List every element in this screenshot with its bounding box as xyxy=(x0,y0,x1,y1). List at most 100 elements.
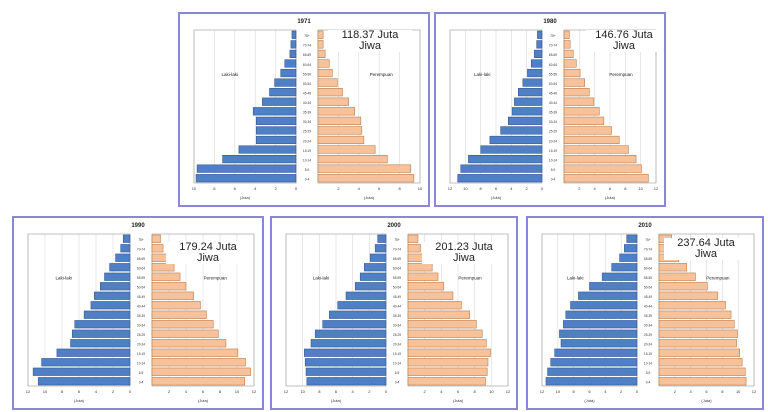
age-group-label: 50-54 xyxy=(644,286,652,290)
x-tick-label: 10 xyxy=(235,389,240,394)
female-bar xyxy=(151,272,181,281)
female-bar xyxy=(658,291,718,300)
male-bar xyxy=(537,30,543,39)
age-group-label: 25-29 xyxy=(549,130,557,134)
age-group-label: 45-49 xyxy=(549,91,557,95)
pyramid-chart-1971: 1971 0-4 5-9 10-14 15-19 20-24 25-29 30-34 35-39… xyxy=(192,19,423,200)
male-bar xyxy=(534,49,543,58)
age-group-label: 10-14 xyxy=(393,362,401,366)
female-bar xyxy=(151,329,219,338)
male-bar xyxy=(611,263,638,272)
x-tick-label: 8 xyxy=(213,186,216,191)
x-tick-label: 0 xyxy=(295,186,298,191)
male-bar xyxy=(517,88,543,97)
female-bar xyxy=(151,234,161,243)
total-population-line1: 237.64 Juta xyxy=(677,237,735,249)
female-bar xyxy=(563,164,642,173)
male-bar xyxy=(354,282,387,291)
x-tick-label: 6 xyxy=(378,186,381,191)
age-group-label: 65-69 xyxy=(137,257,145,261)
total-population-line2: Jiwa xyxy=(358,40,381,52)
female-plot-frame xyxy=(151,233,255,387)
age-group-label: 10-14 xyxy=(137,362,145,366)
female-bar xyxy=(151,244,164,253)
female-bar xyxy=(658,329,738,338)
age-group-label: 65-69 xyxy=(303,53,311,57)
x-tick-label: 4 xyxy=(510,186,513,191)
age-group-label: 30-34 xyxy=(137,324,145,328)
age-group-label: 25-29 xyxy=(644,333,652,337)
total-population-label: 179.24 Juta Jiwa xyxy=(166,242,250,264)
female-bar xyxy=(563,97,595,106)
female-bar xyxy=(658,367,746,376)
male-bar xyxy=(104,272,131,281)
age-group-label: 40-44 xyxy=(549,101,557,105)
female-bar xyxy=(563,59,577,68)
male-bar xyxy=(624,244,638,253)
x-tick-label: 10 xyxy=(43,389,48,394)
age-group-label: 20-24 xyxy=(393,343,401,347)
female-bar xyxy=(317,164,412,173)
male-bar xyxy=(305,367,387,376)
female-bar xyxy=(407,367,488,376)
age-group-label: 45-49 xyxy=(644,295,652,299)
x-tick-label: 10 xyxy=(300,389,305,394)
x-tick-label: 10 xyxy=(463,186,468,191)
male-bar xyxy=(314,329,387,338)
female-bar xyxy=(658,310,732,319)
x-axis-label-right: (Juta) xyxy=(364,195,375,200)
x-tick-label: 8 xyxy=(624,186,627,191)
male-bar xyxy=(337,301,387,310)
male-bar xyxy=(284,59,297,68)
male-bar xyxy=(74,320,131,329)
female-bar xyxy=(563,155,637,164)
male-bar xyxy=(563,320,638,329)
female-bar xyxy=(563,174,649,183)
x-tick-label: 2 xyxy=(620,389,623,394)
age-group-label: 40-44 xyxy=(393,305,401,309)
age-group-label: 15-19 xyxy=(644,352,652,356)
female-plot-frame xyxy=(658,233,755,387)
male-bar xyxy=(377,234,387,243)
total-population-line1: 201.23 Juta xyxy=(435,241,493,253)
x-axis-label-right: (Juta) xyxy=(605,195,616,200)
age-group-label: 75+ xyxy=(304,34,310,38)
female-bar xyxy=(317,97,349,106)
female-bar xyxy=(317,145,376,154)
x-tick-label: 0 xyxy=(636,389,639,394)
x-axis-label-right: (Juta) xyxy=(453,398,464,403)
male-bar xyxy=(468,155,543,164)
x-tick-label: 12 xyxy=(284,389,289,394)
total-population-line1: 146.76 Juta xyxy=(595,29,653,41)
total-population-label: 201.23 Juta Jiwa xyxy=(422,242,506,264)
male-bar xyxy=(222,155,297,164)
pyramid-panel-2000: 2000 0-4 5-9 10-14 15-19 20-24 25-29 30-34 35-39… xyxy=(270,216,518,410)
total-population-line2: Jiwa xyxy=(196,252,219,264)
age-group-label: 0-4 xyxy=(139,381,144,385)
age-group-label: 35-39 xyxy=(644,314,652,318)
age-group-label: 5-9 xyxy=(551,168,556,172)
chart-title: 1971 xyxy=(297,19,311,25)
female-bar xyxy=(563,135,620,145)
male-label: Laki-laki xyxy=(474,72,491,77)
pyramid-panel-1980: 1980 0-4 5-9 10-14 15-19 20-24 25-29 30-34 35-39… xyxy=(434,12,666,207)
male-bar xyxy=(601,272,638,281)
age-group-label: 65-69 xyxy=(549,53,557,57)
male-bar xyxy=(255,135,297,145)
x-tick-label: 6 xyxy=(495,186,498,191)
x-tick-label: 12 xyxy=(252,389,257,394)
x-tick-label: 12 xyxy=(540,389,545,394)
male-bar xyxy=(559,329,638,338)
pyramid-panel-1971: 1971 0-4 5-9 10-14 15-19 20-24 25-29 30-34 35-39… xyxy=(178,12,430,207)
x-tick-label: 4 xyxy=(690,389,693,394)
age-group-label: 60-64 xyxy=(549,63,557,67)
male-bar xyxy=(120,244,131,253)
male-bar xyxy=(195,174,297,183)
x-tick-label: 4 xyxy=(185,389,188,394)
age-group-label: 15-19 xyxy=(303,149,311,153)
female-bar xyxy=(317,107,355,116)
age-group-label: 75+ xyxy=(550,34,556,38)
male-plot-frame xyxy=(449,29,543,184)
age-group-label: 55-59 xyxy=(303,72,311,76)
female-bar xyxy=(658,263,687,272)
